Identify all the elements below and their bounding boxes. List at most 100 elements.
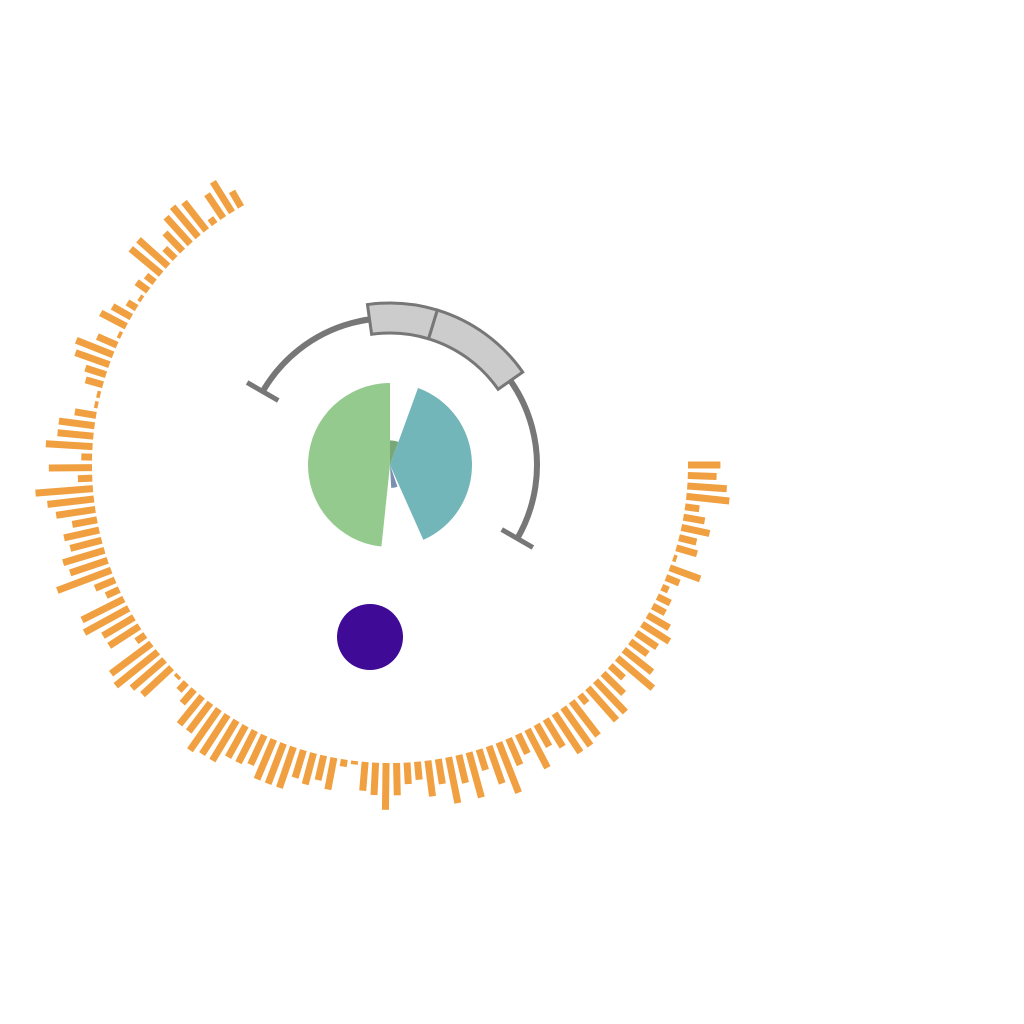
radial-bar — [58, 417, 96, 430]
radial-bar — [607, 663, 626, 681]
radial-bar — [664, 574, 681, 587]
radial-bar — [95, 333, 119, 349]
radial-bar — [108, 640, 154, 677]
radial-bar — [129, 657, 167, 691]
radial-bar — [209, 179, 235, 215]
radial-bar — [136, 237, 171, 269]
radial-bar — [82, 605, 131, 636]
radial-bar — [685, 492, 730, 505]
radial-bar — [62, 546, 106, 567]
radial-bar — [69, 536, 103, 552]
radial-bar — [134, 632, 148, 645]
radial-bar — [668, 564, 702, 583]
radial-bar — [140, 665, 174, 698]
radial-bar — [113, 649, 161, 689]
radial-bar — [393, 762, 401, 796]
gauge-end-cap — [500, 527, 535, 550]
radial-bar — [684, 503, 700, 513]
radial-bar — [110, 303, 134, 321]
radial-bar — [99, 309, 128, 330]
radial-bar — [169, 204, 201, 240]
radial-bar — [71, 516, 98, 528]
radial-bar — [403, 762, 412, 785]
radial-bar — [678, 534, 698, 546]
radial-bar — [69, 557, 109, 577]
radial-bar — [621, 647, 655, 675]
radial-bar — [485, 744, 506, 785]
radial-bar — [650, 602, 667, 616]
radial-bar — [74, 337, 115, 359]
radial-bar — [163, 214, 193, 247]
radial-bar — [672, 554, 678, 563]
radial-bar — [162, 245, 178, 262]
rose-slice — [390, 465, 398, 488]
radial-bar — [63, 526, 100, 542]
radial-bar — [680, 524, 711, 537]
radial-bar — [465, 751, 485, 799]
rose-slice — [390, 387, 472, 540]
gauge-highlight-segment — [426, 308, 525, 392]
radial-bar — [505, 737, 524, 767]
radial-bar — [77, 474, 93, 483]
scatter-point — [337, 604, 403, 670]
radial-bar — [125, 299, 139, 312]
radial-bar — [324, 757, 338, 791]
radial-bar — [181, 199, 210, 233]
radial-bar — [568, 699, 601, 738]
radial-bar — [276, 745, 297, 789]
radial-bar — [187, 706, 222, 753]
rose-pie — [308, 383, 472, 547]
radial-bar — [134, 279, 151, 294]
radial-bar — [514, 732, 531, 756]
arc-gauge — [245, 301, 540, 550]
radial-bar — [424, 760, 436, 797]
radial-bar — [84, 376, 104, 389]
radial-bar — [56, 566, 113, 594]
radial-bar — [542, 717, 566, 749]
radial-bar — [137, 294, 145, 303]
radial-bar — [339, 758, 348, 768]
radial-bar — [301, 752, 317, 786]
radial-bar — [235, 728, 258, 765]
radial-bar — [173, 672, 182, 681]
radial-bar — [57, 429, 94, 440]
radial-bar — [80, 595, 126, 624]
radial-bar — [455, 754, 469, 784]
radial-bar — [381, 762, 390, 810]
radial-bar — [264, 742, 287, 785]
radial-bar — [593, 678, 628, 715]
radial-bar — [209, 718, 240, 763]
gauge-highlight-segment — [365, 301, 440, 341]
radial-bar — [176, 694, 205, 727]
radial-bar — [74, 408, 97, 419]
rose-slice — [390, 440, 399, 465]
radial-bar — [634, 629, 660, 650]
radial-bar — [291, 749, 307, 779]
radial-bar — [495, 741, 522, 794]
radial-bar — [645, 612, 671, 631]
radial-bar — [434, 758, 446, 785]
radial-bar — [614, 655, 656, 691]
radial-bar — [228, 189, 245, 209]
radial-bar — [414, 761, 423, 780]
radial-bar — [35, 485, 94, 497]
radial-bar — [107, 623, 142, 649]
radial-bar — [551, 711, 584, 755]
radial-bar — [128, 246, 164, 277]
radial-bar — [655, 593, 672, 607]
radial-bar — [600, 670, 627, 697]
radial-bar — [682, 513, 706, 525]
radial-bar — [675, 544, 698, 558]
rose-slice — [308, 383, 390, 547]
radial-bar — [93, 400, 99, 409]
radial-bar — [524, 727, 551, 770]
radial-bar — [204, 192, 227, 221]
radial-bar — [687, 482, 728, 493]
radial-bar — [585, 685, 620, 723]
radial-bar — [179, 687, 197, 706]
radial-bar — [162, 230, 186, 254]
radial-bar — [577, 692, 590, 706]
radial-bar — [47, 495, 95, 508]
radial-bar — [74, 349, 111, 369]
